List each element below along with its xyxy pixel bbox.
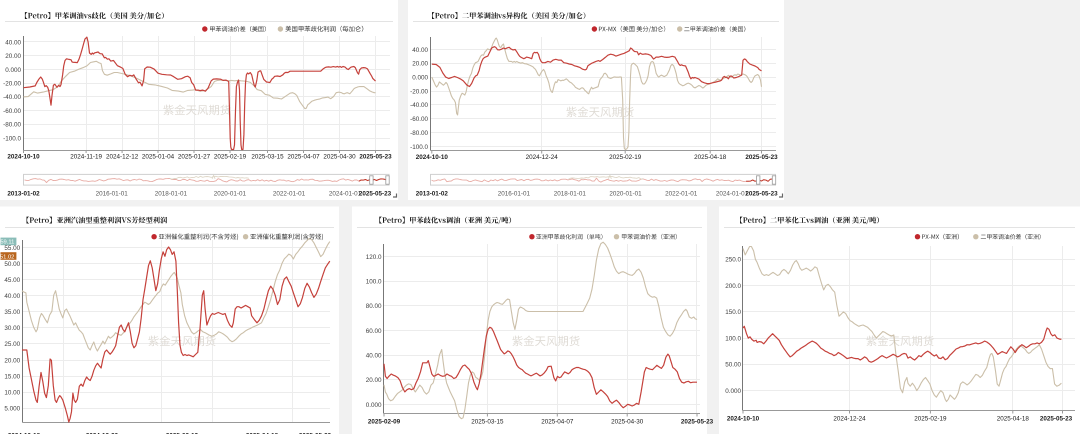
svg-text:20.00: 20.00	[5, 53, 21, 60]
svg-text:0.000: 0.000	[366, 402, 382, 409]
svg-text:2025-05-23: 2025-05-23	[359, 191, 392, 198]
svg-text:2025-03-15: 2025-03-15	[251, 154, 284, 161]
svg-text:50.00: 50.00	[4, 261, 20, 268]
svg-text:2025-05-23: 2025-05-23	[745, 154, 778, 161]
svg-text:30.00: 30.00	[4, 325, 20, 332]
svg-text:2024-01-01: 2024-01-01	[716, 191, 749, 198]
svg-text:2022-01-01: 2022-01-01	[665, 191, 698, 198]
svg-text:-20.00: -20.00	[410, 88, 428, 95]
svg-text:5.000: 5.000	[4, 405, 20, 412]
svg-text:150.0: 150.0	[725, 309, 741, 316]
svg-text:2025-04-07: 2025-04-07	[541, 419, 574, 426]
svg-text:40.00: 40.00	[5, 39, 21, 46]
svg-text:120.0: 120.0	[366, 254, 382, 261]
svg-text:2025-04-18: 2025-04-18	[997, 416, 1030, 423]
svg-text:2025-04-18: 2025-04-18	[246, 432, 279, 434]
svg-text:2025-05-23: 2025-05-23	[1040, 416, 1073, 423]
svg-text:2025-05-23: 2025-05-23	[681, 419, 714, 426]
svg-text:2025-02-19: 2025-02-19	[214, 154, 247, 161]
svg-text:2025-05-23: 2025-05-23	[359, 154, 392, 161]
svg-text:2025-05-23: 2025-05-23	[745, 191, 778, 198]
svg-text:2016-01-01: 2016-01-01	[96, 191, 129, 198]
svg-text:2024-12-12: 2024-12-12	[106, 154, 139, 161]
svg-text:-80.00: -80.00	[410, 130, 428, 137]
svg-text:2013-01-02: 2013-01-02	[7, 191, 40, 198]
svg-text:45.00: 45.00	[4, 277, 20, 284]
svg-text:59.11: 59.11	[0, 240, 14, 246]
svg-text:200.0: 200.0	[725, 283, 741, 290]
svg-text:-20.00: -20.00	[3, 81, 21, 88]
svg-text:2025-01-04: 2025-01-04	[142, 154, 175, 161]
svg-text:2025-02-19: 2025-02-19	[914, 416, 947, 423]
svg-text:35.00: 35.00	[4, 309, 20, 316]
svg-text:2024-10-10: 2024-10-10	[7, 154, 40, 161]
svg-text:2018-01-01: 2018-01-01	[155, 191, 188, 198]
svg-text:0.000: 0.000	[725, 388, 741, 395]
svg-text:2024-11-19: 2024-11-19	[70, 154, 102, 161]
svg-text:0.000: 0.000	[412, 75, 428, 82]
svg-text:2024-10-10: 2024-10-10	[416, 154, 449, 161]
svg-text:10.00: 10.00	[4, 389, 20, 396]
svg-text:-80.00: -80.00	[3, 122, 21, 129]
svg-text:100.0: 100.0	[366, 279, 382, 286]
svg-text:2025-02-19: 2025-02-19	[609, 154, 642, 161]
svg-text:20.00: 20.00	[366, 377, 382, 384]
svg-text:80.00: 80.00	[366, 303, 382, 310]
svg-text:2024-12-24: 2024-12-24	[833, 416, 866, 423]
svg-text:-40.00: -40.00	[410, 102, 428, 109]
svg-text:250.0: 250.0	[725, 257, 741, 264]
svg-text:2025-05-23: 2025-05-23	[299, 432, 332, 434]
svg-text:-60.00: -60.00	[3, 108, 21, 115]
svg-text:2025-02-09: 2025-02-09	[368, 419, 401, 426]
svg-text:-100.0: -100.0	[3, 135, 21, 142]
svg-text:2016-01-01: 2016-01-01	[498, 191, 531, 198]
svg-text:-40.00: -40.00	[3, 94, 21, 101]
svg-text:40.00: 40.00	[366, 353, 382, 360]
svg-text:2025-04-18: 2025-04-18	[694, 154, 727, 161]
svg-text:20.00: 20.00	[412, 61, 428, 68]
svg-text:40.00: 40.00	[412, 47, 428, 54]
svg-text:2020-01-01: 2020-01-01	[609, 191, 642, 198]
svg-text:100.0: 100.0	[725, 335, 741, 342]
svg-text:15.00: 15.00	[4, 373, 20, 380]
svg-text:2024-01-01: 2024-01-01	[329, 191, 362, 198]
svg-text:0.000: 0.000	[5, 67, 21, 74]
svg-text:2013-01-02: 2013-01-02	[416, 191, 449, 198]
svg-text:60.00: 60.00	[366, 328, 382, 335]
svg-text:2025-03-15: 2025-03-15	[471, 419, 504, 426]
svg-text:20.00: 20.00	[4, 357, 20, 364]
svg-text:50.00: 50.00	[725, 362, 741, 369]
svg-text:2025-02-19: 2025-02-19	[166, 432, 199, 434]
svg-text:2025-04-07: 2025-04-07	[287, 154, 320, 161]
svg-text:2024-10-10: 2024-10-10	[727, 416, 760, 423]
svg-text:2025-01-27: 2025-01-27	[178, 154, 211, 161]
svg-text:25.00: 25.00	[4, 341, 20, 348]
svg-text:2024-12-20: 2024-12-20	[86, 432, 119, 434]
svg-text:40.00: 40.00	[4, 293, 20, 300]
svg-text:2022-01-01: 2022-01-01	[273, 191, 306, 198]
svg-text:2024-10-18: 2024-10-18	[8, 432, 41, 434]
svg-text:2025-04-30: 2025-04-30	[611, 419, 644, 426]
svg-text:51.02: 51.02	[0, 254, 14, 260]
svg-text:-60.00: -60.00	[410, 116, 428, 123]
svg-text:-100.0: -100.0	[410, 144, 428, 151]
svg-text:55.00: 55.00	[4, 245, 20, 252]
svg-text:2025-04-30: 2025-04-30	[323, 154, 356, 161]
svg-text:2024-12-24: 2024-12-24	[526, 154, 559, 161]
svg-text:2020-01-01: 2020-01-01	[214, 191, 247, 198]
svg-text:2018-01-01: 2018-01-01	[554, 191, 587, 198]
